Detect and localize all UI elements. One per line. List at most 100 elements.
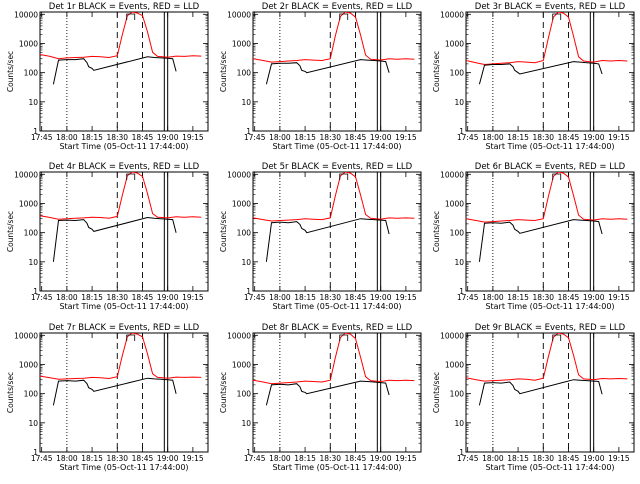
y-tick-label: 100 xyxy=(237,229,252,238)
y-tick-label: 10 xyxy=(28,419,38,428)
y-tick-label: 1000 xyxy=(19,199,38,208)
y-tick-label: 100 xyxy=(237,390,252,399)
x-tick-label: 19:00 xyxy=(583,454,605,463)
series-line-lld xyxy=(40,333,202,380)
peak-bracket xyxy=(126,173,136,180)
y-tick-label: 1000 xyxy=(19,360,38,369)
x-tick-label: 19:00 xyxy=(157,133,179,142)
x-tick-label: 19:00 xyxy=(370,133,392,142)
x-tick-label: 18:15 xyxy=(507,133,529,142)
series-line-events xyxy=(52,56,177,85)
x-tick-label: 18:45 xyxy=(132,293,154,302)
x-tick-label: 18:00 xyxy=(482,293,504,302)
plot-area xyxy=(40,172,202,291)
x-tick-label: 18:15 xyxy=(81,133,103,142)
chart-title: Det 1r BLACK = Events, RED = LLD xyxy=(49,2,200,12)
x-tick-label: 17:45 xyxy=(31,454,53,463)
y-tick-label: 100 xyxy=(237,69,252,78)
x-tick-label: 18:00 xyxy=(56,133,78,142)
chart-title: Det 2r BLACK = Events, RED = LLD xyxy=(262,2,413,12)
x-tick-label: 18:45 xyxy=(345,133,367,142)
x-tick-label: 18:45 xyxy=(558,293,580,302)
y-tick-label: 1 xyxy=(246,448,251,457)
x-tick-label: 18:30 xyxy=(319,454,341,463)
x-tick-label: 18:15 xyxy=(294,293,316,302)
y-tick-label: 1 xyxy=(246,287,251,296)
x-axis-label: Start Time (05-Oct-11 17:44:00) xyxy=(272,302,401,311)
x-tick-label: 19:15 xyxy=(182,133,204,142)
y-tick-label: 100 xyxy=(450,390,465,399)
series-line-events xyxy=(478,379,603,406)
plot-area xyxy=(253,172,415,291)
x-tick-label: 18:45 xyxy=(558,454,580,463)
x-tick-label: 18:15 xyxy=(81,454,103,463)
x-axis-label: Start Time (05-Oct-11 17:44:00) xyxy=(59,142,188,151)
plot-frame xyxy=(252,332,422,453)
plot-frame xyxy=(252,11,422,132)
series-line-events xyxy=(478,61,603,85)
x-tick-label: 18:30 xyxy=(319,133,341,142)
chart-title: Det 7r BLACK = Events, RED = LLD xyxy=(49,323,200,333)
x-tick-label: 18:30 xyxy=(106,133,128,142)
y-tick-label: 10 xyxy=(241,98,251,107)
x-axis-label: Start Time (05-Oct-11 17:44:00) xyxy=(272,463,401,472)
y-tick-label: 100 xyxy=(24,390,39,399)
x-axis-label: Start Time (05-Oct-11 17:44:00) xyxy=(485,302,614,311)
y-tick-label: 1 xyxy=(33,448,38,457)
y-tick-label: 10000 xyxy=(227,331,251,340)
x-tick-label: 18:45 xyxy=(558,133,580,142)
plot-area xyxy=(466,333,628,452)
peak-bracket xyxy=(126,334,136,341)
y-tick-label: 1000 xyxy=(445,199,464,208)
peak-bracket xyxy=(552,13,562,20)
x-tick-label: 18:00 xyxy=(269,454,291,463)
chart-title: Det 4r BLACK = Events, RED = LLD xyxy=(49,162,200,172)
x-tick-label: 18:30 xyxy=(106,293,128,302)
y-tick-label: 10000 xyxy=(440,170,464,179)
chart-panel-1: Det 1r BLACK = Events, RED = LLD 1 10 100 10… xyxy=(6,2,209,151)
peak-bracket xyxy=(126,13,136,20)
y-tick-label: 1 xyxy=(459,448,464,457)
y-tick-label: 10 xyxy=(454,98,464,107)
chart-title: Det 8r BLACK = Events, RED = LLD xyxy=(262,323,413,333)
x-tick-label: 19:00 xyxy=(583,133,605,142)
y-tick-label: 10 xyxy=(454,419,464,428)
y-axis-label: Counts/sec xyxy=(432,211,441,252)
plot-frame xyxy=(39,11,209,132)
series-line-events xyxy=(265,380,390,406)
x-tick-label: 18:45 xyxy=(345,293,367,302)
x-tick-label: 17:45 xyxy=(457,293,479,302)
y-axis-label: Counts/sec xyxy=(432,372,441,413)
peak-bracket xyxy=(339,13,349,20)
series-line-events xyxy=(52,216,177,262)
plot-frame xyxy=(39,332,209,453)
chart-panel-3: Det 3r BLACK = Events, RED = LLD 1 10 100 10… xyxy=(432,2,635,151)
y-tick-label: 10000 xyxy=(227,170,251,179)
series-line-lld xyxy=(466,333,628,382)
x-tick-label: 17:45 xyxy=(244,454,266,463)
x-axis-label: Start Time (05-Oct-11 17:44:00) xyxy=(272,142,401,151)
x-tick-label: 18:00 xyxy=(269,293,291,302)
x-tick-label: 19:00 xyxy=(583,293,605,302)
peak-bracket xyxy=(552,173,562,180)
y-tick-label: 10000 xyxy=(440,10,464,19)
x-axis-label: Start Time (05-Oct-11 17:44:00) xyxy=(485,142,614,151)
series-line-events xyxy=(478,219,603,262)
y-tick-label: 10000 xyxy=(14,10,38,19)
plot-area xyxy=(466,172,628,291)
y-axis-label: Counts/sec xyxy=(219,51,228,92)
x-tick-label: 18:15 xyxy=(294,133,316,142)
x-tick-label: 19:15 xyxy=(395,133,417,142)
y-tick-label: 1000 xyxy=(445,39,464,48)
chart-panel-5: Det 5r BLACK = Events, RED = LLD 1 10 100 10… xyxy=(219,162,422,311)
x-tick-label: 18:45 xyxy=(345,454,367,463)
x-tick-label: 17:45 xyxy=(244,293,266,302)
y-tick-label: 10000 xyxy=(14,170,38,179)
x-tick-label: 18:30 xyxy=(532,454,554,463)
x-tick-label: 19:15 xyxy=(395,293,417,302)
y-tick-label: 1 xyxy=(33,287,38,296)
x-tick-label: 19:15 xyxy=(608,454,630,463)
x-axis-label: Start Time (05-Oct-11 17:44:00) xyxy=(59,463,188,472)
